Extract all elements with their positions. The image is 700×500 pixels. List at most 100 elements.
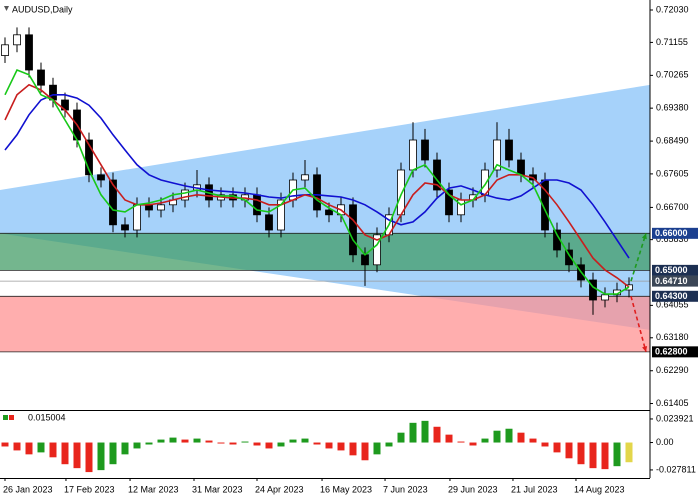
y-tick-label: 0.63180 — [656, 332, 689, 342]
forecast-arrow-head — [642, 345, 648, 352]
candle-body — [349, 204, 357, 256]
candle-body — [181, 189, 189, 201]
moving-average — [4, 94, 630, 259]
oscillator-bar — [589, 442, 597, 469]
oscillator-bar — [565, 442, 573, 459]
oscillator-icon — [3, 415, 8, 420]
y-tick-label: 0.69380 — [656, 103, 689, 113]
oscillator-bar — [205, 440, 213, 443]
candle-body — [517, 159, 525, 176]
oscillator-bar — [553, 442, 561, 453]
x-tick-label: 31 Mar 2023 — [192, 484, 243, 494]
oscillator-bar — [433, 426, 441, 443]
forecast-arrow — [630, 296, 647, 353]
oscillator-bar — [301, 438, 309, 443]
oscillator-bar — [121, 442, 129, 455]
oscillator-bar — [169, 437, 177, 443]
x-tick-label: 21 Jul 2023 — [511, 484, 558, 494]
oscillator-bar — [193, 438, 201, 443]
oscillator-bar — [517, 432, 525, 443]
oscillator-y-tick-label: 0.023921 — [656, 413, 694, 423]
candle-body — [277, 199, 285, 231]
level-label-box — [652, 290, 698, 302]
moving-average — [4, 83, 630, 288]
oscillator-bar — [49, 442, 57, 458]
oscillator-bar — [373, 442, 381, 455]
oscillator-bar — [325, 442, 333, 449]
oscillator-bar — [265, 442, 273, 449]
candle-body — [25, 34, 33, 71]
level-label: 0.66000 — [655, 228, 688, 238]
level-label-box — [652, 227, 698, 239]
y-tick-label: 0.71155 — [656, 37, 688, 47]
oscillator-bar — [421, 420, 429, 443]
y-tick-label: 0.72030 — [656, 4, 689, 14]
candle-body — [421, 139, 429, 161]
y-tick-label: 0.68490 — [656, 135, 689, 145]
moving-average — [4, 68, 630, 295]
title-icon — [4, 6, 9, 11]
oscillator-y-tick-label: -0.027811 — [656, 464, 696, 474]
oscillator-bar — [253, 442, 261, 446]
x-tick-label: 24 Apr 2023 — [255, 484, 304, 494]
candle-body — [493, 139, 501, 171]
candle-body — [109, 179, 117, 226]
oscillator-bar — [145, 442, 153, 445]
oscillator-bar — [361, 442, 369, 461]
candle-body — [565, 249, 573, 266]
oscillator-bar — [97, 442, 105, 471]
y-tick-label: 0.64055 — [656, 300, 689, 310]
oscillator-bar — [217, 442, 225, 444]
oscillator-bar — [385, 442, 393, 447]
oscillator-bar — [133, 442, 141, 449]
candle-body — [253, 194, 261, 216]
oscillator-bar — [157, 439, 165, 443]
candle-body — [157, 204, 165, 211]
candle-body — [397, 169, 405, 216]
candle-body — [373, 234, 381, 266]
x-tick-label: 7 Jun 2023 — [383, 484, 428, 494]
oscillator-bar — [493, 430, 501, 443]
price-zone — [0, 233, 650, 271]
candle-body — [325, 209, 333, 216]
oscillator-bar — [601, 442, 609, 470]
x-tick-label: 26 Jan 2023 — [3, 484, 53, 494]
candle-body — [13, 34, 21, 46]
oscillator-bar — [445, 434, 453, 443]
y-tick-label: 0.70265 — [656, 70, 689, 80]
y-tick-label: 0.66700 — [656, 202, 689, 212]
oscillator-bar — [577, 442, 585, 465]
level-label: 0.64300 — [655, 291, 688, 301]
y-tick-label: 0.61405 — [656, 398, 689, 408]
x-tick-label: 29 Jun 2023 — [448, 484, 498, 494]
oscillator-bar — [229, 442, 237, 445]
x-tick-label: 16 May 2023 — [320, 484, 372, 494]
y-tick-label: 0.67605 — [656, 168, 689, 178]
candle-body — [133, 204, 141, 231]
x-tick-label: 17 Feb 2023 — [64, 484, 115, 494]
oscillator-bar — [541, 442, 549, 447]
candle-body — [85, 139, 93, 176]
candle-body — [361, 254, 369, 266]
oscillator-label: 0.015004 — [28, 412, 66, 422]
y-tick-label: 0.62290 — [656, 365, 689, 375]
candle-body — [505, 139, 513, 161]
x-tick-label: 14 Aug 2023 — [574, 484, 625, 494]
oscillator-bar — [337, 442, 345, 451]
candle-body — [313, 174, 321, 211]
candle-body — [301, 174, 309, 181]
oscillator-bar — [25, 442, 33, 455]
candle-body — [37, 69, 45, 86]
candle-body — [445, 189, 453, 216]
level-label-box — [652, 264, 698, 276]
oscillator-bar — [469, 442, 477, 446]
oscillator-bar — [457, 441, 465, 443]
oscillator-bar — [13, 442, 21, 451]
oscillator-icon — [9, 415, 14, 420]
oscillator-bar — [409, 422, 417, 443]
chart-title: AUDUSD,Daily — [12, 4, 73, 14]
level-label: 0.62800 — [655, 347, 688, 357]
oscillator-bar — [241, 441, 249, 443]
oscillator-bar — [85, 442, 93, 473]
